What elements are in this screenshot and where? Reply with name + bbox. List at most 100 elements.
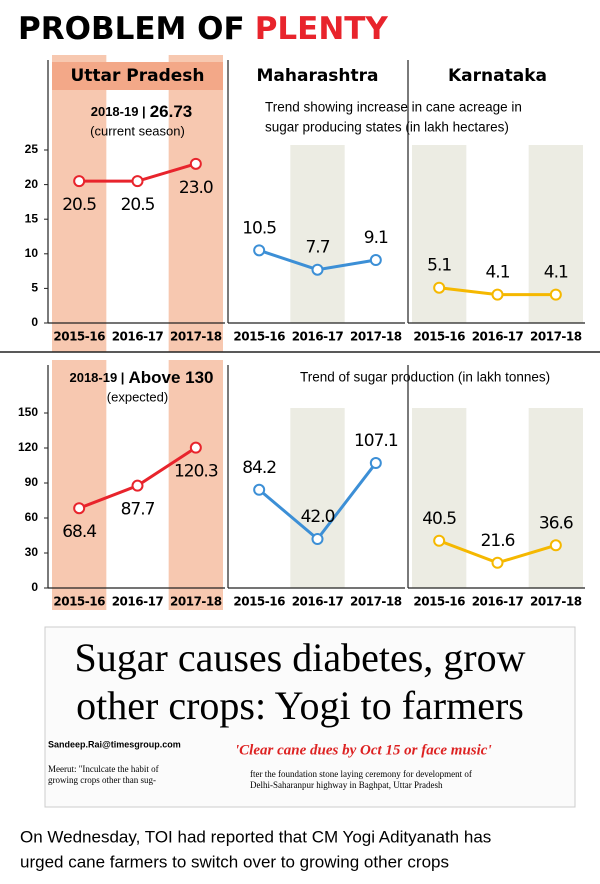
note-value: Above 130: [128, 368, 213, 387]
point: [253, 483, 266, 496]
x-tick-label: 2016-17: [292, 595, 344, 609]
point: [491, 288, 504, 301]
clip-body: fter the foundation stone laying ceremon…: [250, 769, 472, 779]
value-label: 40.5: [422, 509, 456, 529]
x-tick-label: 2015-16: [233, 595, 285, 609]
y-tick-label: 0: [31, 580, 38, 594]
x-tick-label: 2016-17: [112, 330, 164, 344]
point: [433, 281, 446, 294]
y-tick-label: 0: [31, 315, 38, 329]
y-tick-label: 10: [25, 246, 39, 260]
note-sub: (current season): [90, 123, 185, 138]
value-label: 4.1: [544, 263, 568, 283]
value-label: 20.5: [121, 195, 155, 215]
point: [189, 157, 202, 170]
value-label: 9.1: [364, 228, 388, 248]
clip-headline: other crops: Yogi to farmers: [76, 683, 524, 728]
column-shade: [412, 145, 467, 323]
y-tick-label: 25: [25, 142, 39, 156]
page-title: PROBLEM OF PLENTY: [18, 11, 388, 47]
title-box: [52, 62, 223, 90]
note-label: 2018-19 |: [69, 370, 124, 385]
column-shade: [290, 408, 345, 588]
annotation: Trend of sugar production (in lakh tonne…: [300, 370, 550, 385]
x-tick-label: 2015-16: [53, 330, 105, 344]
title-text: PROBLEM OF: [18, 11, 245, 47]
column-shade: [528, 408, 583, 588]
point: [369, 254, 382, 267]
y-tick-label: 120: [18, 440, 38, 454]
value-label: 107.1: [354, 431, 398, 451]
point: [549, 539, 562, 552]
column-shade: [412, 408, 467, 588]
point: [433, 534, 446, 547]
x-tick-label: 2016-17: [472, 330, 524, 344]
point: [311, 533, 324, 545]
point: [131, 479, 144, 492]
point: [549, 288, 562, 301]
x-tick-label: 2017-18: [350, 595, 402, 609]
column-shade: [52, 360, 107, 610]
caption: urged cane farmers to switch over to gro…: [20, 852, 449, 871]
value-label: 36.6: [539, 513, 573, 533]
x-tick-label: 2015-16: [413, 595, 465, 609]
value-label: 5.1: [427, 256, 451, 276]
note: 2018-19 | Above 130: [69, 368, 213, 387]
value-label: 10.5: [242, 218, 276, 238]
column-shade: [168, 360, 223, 610]
x-tick-label: 2017-18: [530, 595, 582, 609]
point: [189, 441, 202, 454]
caption: On Wednesday, TOI had reported that CM Y…: [20, 827, 491, 846]
point: [73, 502, 86, 515]
x-tick-label: 2015-16: [53, 595, 105, 609]
note-sub: (expected): [107, 389, 168, 404]
x-tick-label: 2017-18: [350, 330, 402, 344]
value-label: 87.7: [121, 500, 155, 520]
clip-subhead: 'Clear cane dues by Oct 15 or face music…: [235, 742, 492, 758]
title-highlight: PLENTY: [255, 11, 389, 47]
point: [73, 175, 86, 188]
value-label: 68.4: [62, 522, 96, 542]
value-label: 120.3: [174, 462, 218, 482]
value-label: 21.6: [481, 531, 515, 551]
note: 2018-19 | 26.73: [91, 102, 193, 121]
point: [131, 175, 144, 188]
x-tick-label: 2017-18: [530, 330, 582, 344]
clip-headline: Sugar causes diabetes, grow: [75, 635, 526, 680]
x-tick-label: 2017-18: [170, 330, 222, 344]
note-label: 2018-19 |: [91, 104, 146, 119]
point: [311, 263, 324, 276]
y-tick-label: 20: [25, 177, 39, 191]
y-tick-label: 5: [31, 281, 38, 295]
y-tick-label: 15: [25, 211, 39, 225]
value-label: 42.0: [301, 507, 335, 527]
y-tick-label: 30: [25, 545, 39, 559]
column-shade: [290, 145, 345, 323]
panel-title: Uttar Pradesh: [70, 66, 204, 86]
value-label: 20.5: [62, 195, 96, 215]
clip-body: Meerut: "Inculcate the habit of: [48, 764, 159, 774]
point: [491, 556, 504, 569]
annotation: Trend showing increase in cane acreage i…: [265, 100, 522, 115]
value-label: 84.2: [242, 458, 276, 478]
y-tick-label: 90: [25, 475, 39, 489]
panel-title: Maharashtra: [256, 66, 378, 86]
x-tick-label: 2016-17: [292, 330, 344, 344]
y-tick-label: 150: [18, 405, 38, 419]
clip-body: growing crops other than sug-: [48, 775, 156, 785]
x-tick-label: 2015-16: [233, 330, 285, 344]
annotation: sugar producing states (in lakh hectares…: [265, 120, 509, 135]
clipping-box: [44, 626, 576, 808]
clip-byline: Sandeep.Rai@timesgroup.com: [48, 739, 181, 749]
panel-title: Karnataka: [448, 66, 547, 86]
y-tick-label: 60: [25, 510, 39, 524]
point: [369, 457, 382, 470]
value-label: 23.0: [179, 178, 213, 198]
point: [253, 244, 266, 257]
value-label: 4.1: [485, 263, 509, 283]
x-tick-label: 2016-17: [112, 595, 164, 609]
clip-body: Delhi-Saharanpur highway in Baghpat, Utt…: [250, 780, 443, 790]
x-tick-label: 2017-18: [170, 595, 222, 609]
x-tick-label: 2015-16: [413, 330, 465, 344]
